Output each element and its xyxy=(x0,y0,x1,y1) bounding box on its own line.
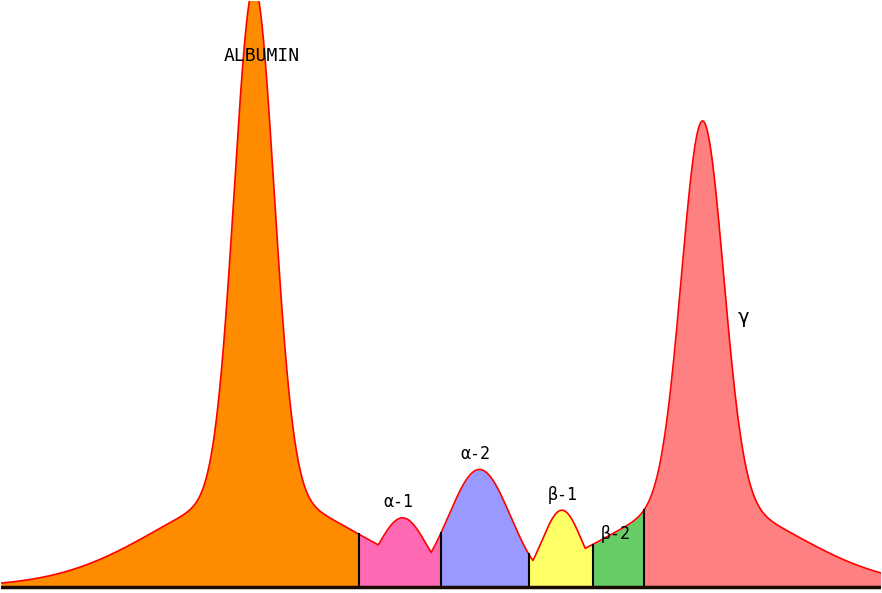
Text: α-2: α-2 xyxy=(460,445,490,463)
Text: α-1: α-1 xyxy=(384,493,414,511)
Text: β-1: β-1 xyxy=(548,486,578,504)
Text: β-2: β-2 xyxy=(601,525,631,543)
Text: γ: γ xyxy=(737,308,750,327)
Text: ALBUMIN: ALBUMIN xyxy=(223,47,300,65)
